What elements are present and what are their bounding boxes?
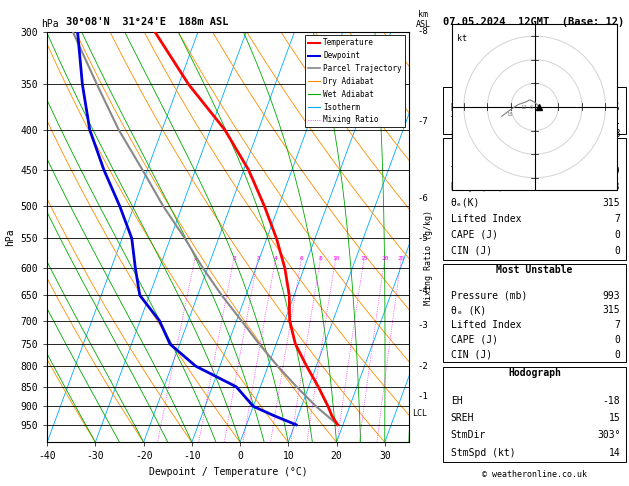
Text: 18: 18 [506,112,513,117]
Text: hPa: hPa [41,19,58,29]
Bar [443,264,626,362]
Text: -1: -1 [418,392,428,401]
Text: Lifted Index: Lifted Index [451,320,521,330]
Text: Mixing Ratio (g/kg): Mixing Ratio (g/kg) [424,210,433,305]
Text: 25: 25 [398,257,405,261]
Text: Lifted Index: Lifted Index [451,214,521,224]
Text: CIN (J): CIN (J) [451,246,492,256]
Text: θₑ (K): θₑ (K) [451,305,486,315]
Text: EH: EH [451,396,462,406]
Text: Most Unstable: Most Unstable [496,265,573,275]
Text: -3: -3 [418,321,428,330]
Text: 315: 315 [603,198,620,208]
Text: -7: -7 [418,117,428,125]
Text: StmSpd (kt): StmSpd (kt) [451,448,515,457]
Text: © weatheronline.co.uk: © weatheronline.co.uk [482,470,587,479]
Bar [443,138,626,260]
Text: 6: 6 [300,257,304,261]
Legend: Temperature, Dewpoint, Parcel Trajectory, Dry Adiabat, Wet Adiabat, Isotherm, Mi: Temperature, Dewpoint, Parcel Trajectory… [305,35,405,127]
Text: -5: -5 [418,234,428,243]
Text: 1: 1 [194,257,198,261]
Text: 993: 993 [603,291,620,301]
Text: Pressure (mb): Pressure (mb) [451,291,527,301]
Text: Temp (°C): Temp (°C) [451,166,504,176]
Text: LCL: LCL [411,409,426,418]
Text: 10.3: 10.3 [597,182,620,192]
Text: 20: 20 [381,257,389,261]
Text: 7: 7 [615,214,620,224]
Bar [443,87,626,134]
Text: 7: 7 [615,320,620,330]
Text: 18.9: 18.9 [597,166,620,176]
Text: 8: 8 [319,257,323,261]
Bar [443,367,626,463]
Text: 0.98: 0.98 [597,129,620,139]
Text: km
ASL: km ASL [416,10,430,29]
Text: -2: -2 [418,362,428,371]
Text: 3: 3 [257,257,260,261]
Text: Totals Totals: Totals Totals [451,116,527,126]
Text: 0: 0 [615,350,620,360]
Text: 0: 0 [615,246,620,256]
Text: 15: 15 [609,413,620,423]
X-axis label: Dewpoint / Temperature (°C): Dewpoint / Temperature (°C) [148,467,308,477]
Text: 4: 4 [274,257,278,261]
Text: -18: -18 [603,396,620,406]
Text: 2: 2 [232,257,236,261]
Text: 303°: 303° [597,430,620,440]
Text: K: K [451,103,457,113]
Text: kt: kt [457,34,467,43]
Text: 6: 6 [530,105,533,110]
Text: θₑ(K): θₑ(K) [451,198,480,208]
Text: CIN (J): CIN (J) [451,350,492,360]
Text: CAPE (J): CAPE (J) [451,335,498,345]
Text: -4: -4 [418,286,428,295]
Text: 30°08'N  31°24'E  188m ASL: 30°08'N 31°24'E 188m ASL [66,17,228,27]
Text: Dewp (°C): Dewp (°C) [451,182,504,192]
Text: Surface: Surface [514,139,555,149]
Text: -15: -15 [603,103,620,113]
Text: SREH: SREH [451,413,474,423]
Text: 15: 15 [360,257,368,261]
Text: 21: 21 [609,116,620,126]
Text: PW (cm): PW (cm) [451,129,492,139]
Text: 07.05.2024  12GMT  (Base: 12): 07.05.2024 12GMT (Base: 12) [443,17,625,27]
Text: 315: 315 [603,305,620,315]
Text: 12: 12 [520,105,527,110]
Text: 14: 14 [609,448,620,457]
Y-axis label: hPa: hPa [5,228,15,246]
Text: CAPE (J): CAPE (J) [451,230,498,240]
Text: -8: -8 [418,27,428,36]
Text: StmDir: StmDir [451,430,486,440]
Text: 0: 0 [615,230,620,240]
Text: 10: 10 [332,257,340,261]
Text: -6: -6 [418,194,428,204]
Text: 0: 0 [615,335,620,345]
Text: Hodograph: Hodograph [508,368,561,378]
